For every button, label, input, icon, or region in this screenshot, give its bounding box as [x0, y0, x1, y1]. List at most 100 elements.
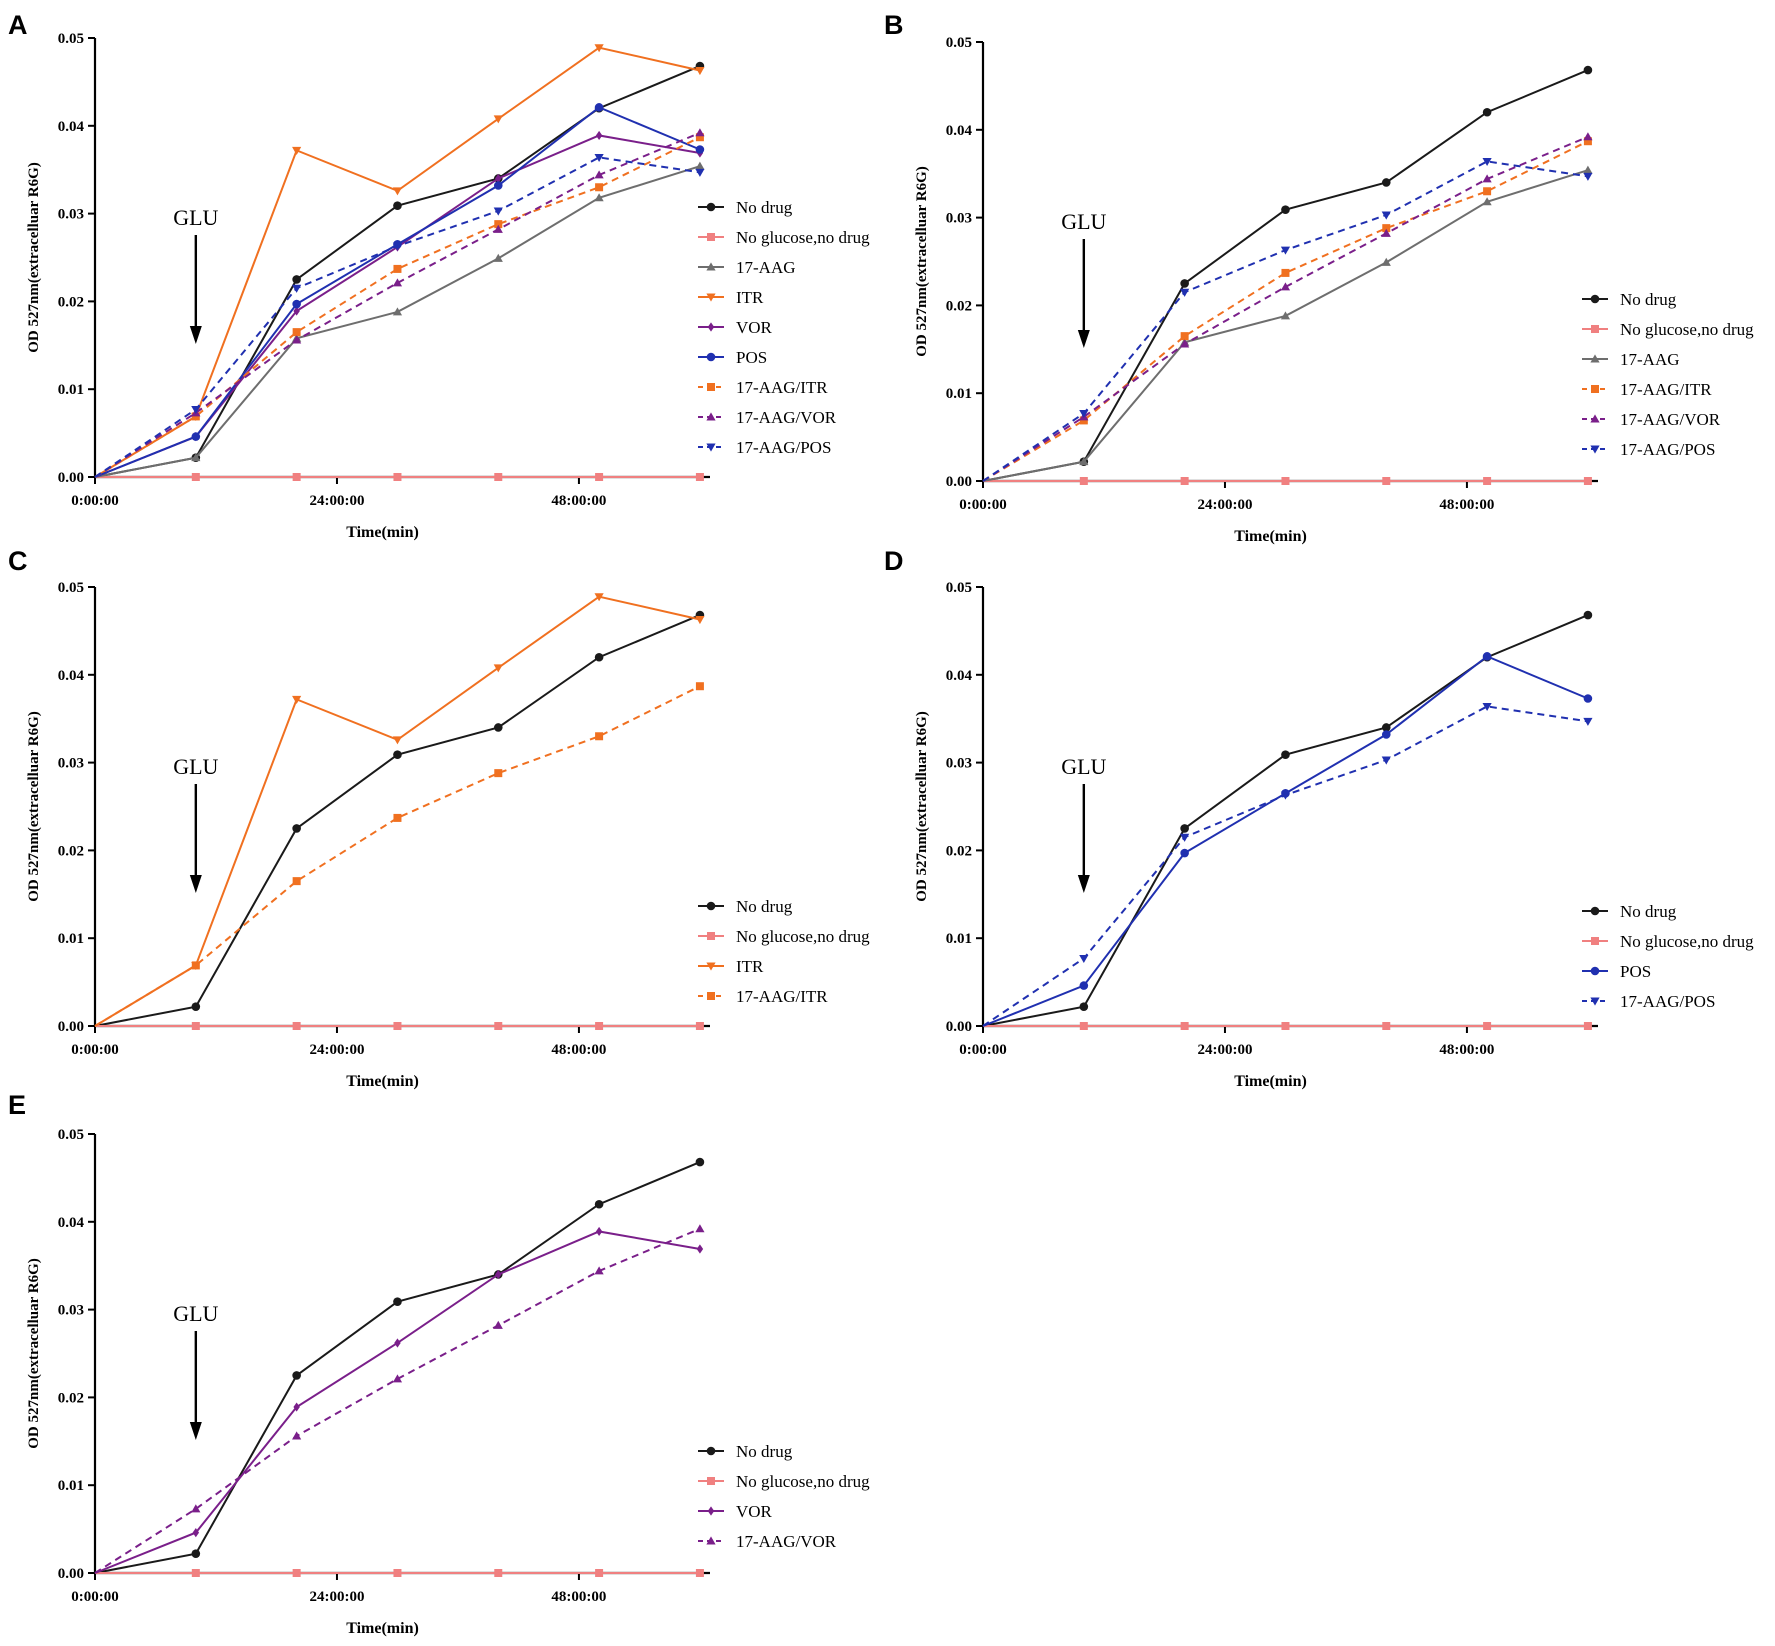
y-tick-label: 0.03 — [58, 1303, 84, 1319]
x-tick-label: 0:00:00 — [959, 497, 1007, 513]
y-tick-label: 0.01 — [58, 931, 84, 947]
series-17-aag-itr — [982, 137, 1592, 482]
data-point — [1079, 477, 1088, 485]
data-point — [1382, 1022, 1391, 1030]
data-point — [1280, 282, 1291, 291]
data-point — [394, 1338, 401, 1348]
data-point — [393, 750, 402, 759]
glu-arrow-head-icon — [189, 1422, 202, 1440]
legend-item-pos: POS — [698, 348, 767, 367]
data-point — [1381, 756, 1391, 765]
data-point — [191, 1022, 200, 1030]
legend-marker — [707, 322, 715, 332]
legend-label: 17-AAG/VOR — [736, 1532, 837, 1551]
data-point — [393, 473, 402, 481]
series-line — [982, 655, 1589, 1027]
data-point — [392, 187, 403, 196]
data-point — [1482, 174, 1492, 183]
legend: No drug No glucose,no drug 17-AAG 17-AAG/IT… — [1582, 290, 1754, 459]
data-point — [493, 664, 503, 673]
data-point — [191, 961, 200, 970]
y-tick-label: 0.02 — [946, 843, 972, 859]
data-point — [695, 682, 704, 691]
x-tick-label: 24:00:00 — [309, 1589, 364, 1605]
legend-label: No glucose,no drug — [1620, 932, 1754, 951]
x-tick-label: 48:00:00 — [551, 493, 606, 509]
y-tick-label: 0.00 — [58, 470, 84, 486]
data-point — [594, 1199, 604, 1209]
chart-panel-d: D 0.00 0.01 0.02 0.03 0.04 0.05 0:00:00 24:00:00… — [884, 546, 1754, 1090]
data-point — [292, 1022, 301, 1030]
series-itr — [94, 44, 705, 478]
data-point — [695, 128, 705, 137]
legend-marker — [707, 992, 715, 1000]
legend-marker — [706, 352, 716, 362]
legend-marker — [706, 293, 716, 302]
legend-label: 17-AAG/POS — [1620, 992, 1715, 1011]
data-point — [1180, 833, 1190, 842]
x-axis-title: Time(min) — [346, 524, 419, 541]
legend-marker — [1590, 906, 1600, 916]
y-axis-title: OD 527nm(extracelluar R6G) — [914, 166, 930, 357]
legend-label: No drug — [1620, 902, 1677, 921]
glu-arrow-head-icon — [1077, 330, 1090, 348]
x-tick-label: 24:00:00 — [309, 493, 364, 509]
data-point — [191, 1504, 201, 1513]
data-point — [392, 242, 403, 251]
data-point — [1583, 717, 1593, 726]
legend-item-17-aag-vor: 17-AAG/VOR — [1582, 410, 1721, 429]
panel-letter: B — [884, 10, 904, 40]
data-point — [293, 1402, 300, 1412]
x-tick-label: 0:00:00 — [71, 1042, 119, 1058]
data-point — [1280, 311, 1291, 320]
series-pos — [94, 103, 705, 478]
y-tick-label: 0.03 — [946, 211, 972, 227]
legend-item-17-aag-pos: 17-AAG/POS — [1582, 992, 1715, 1011]
series-17-aag-pos — [94, 153, 705, 478]
legend-label: No glucose,no drug — [736, 1472, 870, 1491]
data-point — [494, 769, 503, 778]
data-point — [595, 1569, 604, 1577]
data-point — [1583, 137, 1592, 146]
glu-annotation: GLU — [173, 754, 219, 893]
legend: No drug No glucose,no drug POS 17-AAG/POS — [1582, 902, 1754, 1011]
x-axis-title: Time(min) — [1234, 528, 1307, 545]
data-point — [695, 1022, 704, 1030]
data-point — [292, 1431, 302, 1440]
series-line — [94, 131, 701, 478]
legend-item-no-drug: No drug — [698, 1442, 793, 1461]
glu-label: GLU — [1061, 209, 1106, 234]
data-point — [191, 473, 200, 481]
legend-marker — [706, 1536, 716, 1545]
data-point — [393, 201, 402, 210]
x-tick-label: 24:00:00 — [1197, 497, 1252, 513]
legend-item-no-glucose-no-drug: No glucose,no drug — [698, 228, 870, 247]
legend-label: 17-AAG/ITR — [736, 987, 828, 1006]
legend-label: 17-AAG/VOR — [736, 408, 837, 427]
data-point — [493, 207, 503, 216]
data-point — [1079, 1002, 1089, 1011]
legend-item-17-aag-itr: 17-AAG/ITR — [698, 378, 828, 397]
series-itr — [94, 593, 705, 1027]
legend-item-no-glucose-no-drug: No glucose,no drug — [1582, 932, 1754, 951]
data-point — [595, 473, 604, 481]
data-point — [191, 1569, 200, 1577]
data-point — [292, 1371, 301, 1380]
y-tick-label: 0.01 — [58, 1478, 84, 1494]
legend: No drug No glucose,no drug ITR 17-AAG/ITR — [698, 897, 870, 1006]
data-point — [293, 306, 300, 316]
series-no-glucose-no-drug — [95, 473, 704, 481]
series-17-aag-itr — [94, 133, 704, 478]
legend-item-no-glucose-no-drug: No glucose,no drug — [1582, 320, 1754, 339]
legend-marker — [1590, 997, 1600, 1006]
legend-label: 17-AAG/ITR — [1620, 380, 1712, 399]
data-point — [1281, 205, 1290, 214]
y-tick-label: 0.03 — [58, 207, 84, 223]
series-line — [94, 1227, 701, 1574]
legend-label: 17-AAG — [736, 258, 796, 277]
legend-item-17-aag-itr: 17-AAG/ITR — [698, 987, 828, 1006]
data-point — [1180, 339, 1190, 348]
data-point — [594, 103, 604, 112]
legend: No drug No glucose,no drug VOR 17-AAG/VOR — [698, 1442, 870, 1551]
data-point — [594, 652, 604, 662]
